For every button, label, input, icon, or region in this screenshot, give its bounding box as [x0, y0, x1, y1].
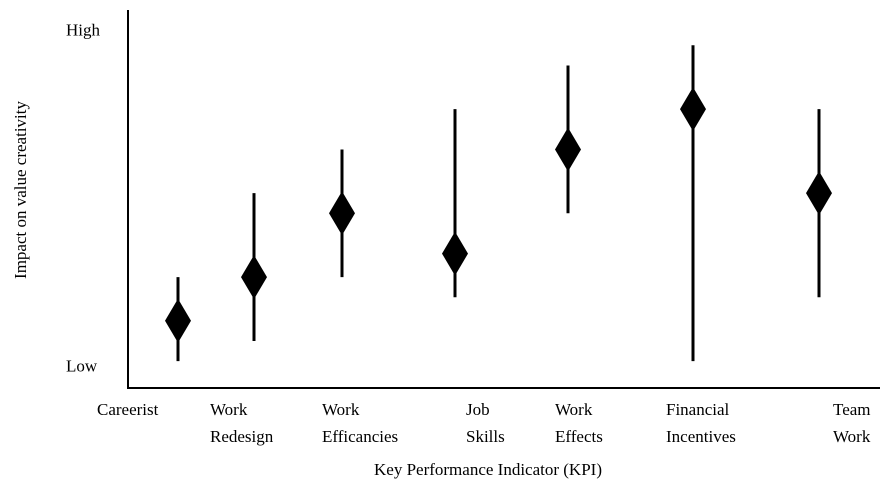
x-tick-label: Team: [833, 400, 871, 419]
x-tick-label: Efficancies: [322, 427, 398, 446]
x-tick-label: Work: [210, 400, 248, 419]
x-tick-label: Effects: [555, 427, 603, 446]
x-axis-title: Key Performance Indicator (KPI): [374, 460, 602, 479]
x-tick-label: Careerist: [97, 400, 159, 419]
x-tick-label: Work: [555, 400, 593, 419]
y-tick-label: Low: [66, 357, 98, 376]
diamond-marker: [165, 298, 191, 343]
y-axis-title: Impact on value creativity: [11, 101, 30, 279]
x-tick-label: Skills: [466, 427, 505, 446]
y-tick-label: High: [66, 21, 101, 40]
x-tick-label: Work: [833, 427, 871, 446]
x-tick-label: Incentives: [666, 427, 736, 446]
x-tick-label: Financial: [666, 400, 730, 419]
diamond-marker: [555, 127, 581, 172]
diamond-marker: [806, 171, 832, 216]
diamond-marker: [241, 255, 267, 300]
diamond-marker: [680, 87, 706, 132]
x-tick-label: Work: [322, 400, 360, 419]
x-tick-label: Redesign: [210, 427, 274, 446]
diamond-marker: [329, 191, 355, 236]
x-tick-label: Job: [466, 400, 490, 419]
diamond-marker: [442, 231, 468, 276]
